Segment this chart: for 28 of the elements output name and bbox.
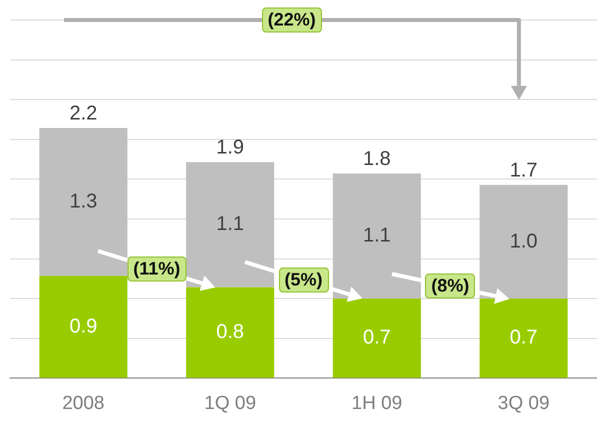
total-label: 2.2 — [69, 102, 98, 125]
bar — [39, 276, 128, 378]
bar — [480, 298, 568, 378]
data-label: 1.1 — [362, 224, 391, 247]
data-label: 0.8 — [216, 320, 244, 343]
annotation: (8%) — [425, 274, 476, 299]
data-label: 1.0 — [510, 230, 538, 252]
annotation: (5%) — [278, 268, 329, 293]
x-tick-label: 1Q 09 — [204, 392, 256, 414]
data-label: 0.9 — [69, 315, 98, 338]
annotation: (22%) — [262, 8, 322, 32]
bar — [39, 128, 128, 276]
bar — [332, 174, 421, 299]
x-tick-label: 1H 09 — [352, 392, 402, 414]
data-label: 0.7 — [362, 326, 391, 349]
data-label: 1.1 — [216, 213, 244, 236]
x-tick-label: 3Q 09 — [498, 392, 550, 414]
bar — [186, 287, 274, 378]
total-label: 1.9 — [216, 136, 244, 159]
bar — [332, 298, 421, 378]
annotation: (11%) — [127, 256, 186, 282]
data-label: 0.7 — [510, 326, 538, 349]
x-tick-label: 2008 — [62, 392, 105, 414]
data-label: 1.3 — [69, 190, 98, 212]
bar — [186, 162, 274, 288]
total-label: 1.8 — [362, 148, 391, 170]
bar — [480, 184, 568, 299]
total-label: 1.7 — [510, 159, 538, 182]
